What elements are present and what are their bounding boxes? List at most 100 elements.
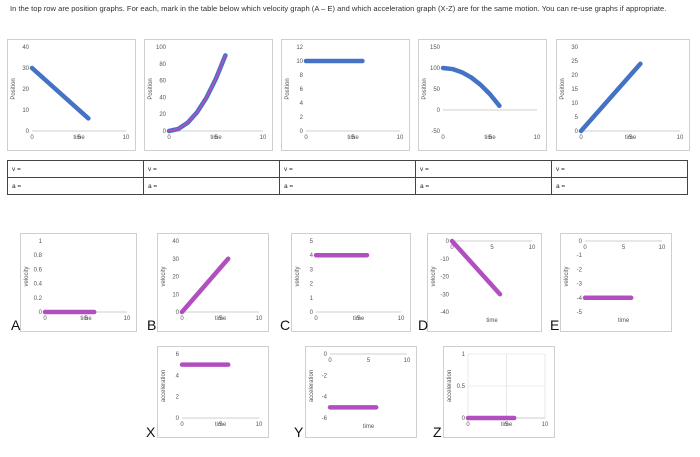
y-tick-label: 30 <box>571 45 578 51</box>
y-tick-label: 20 <box>159 112 166 118</box>
y-axis-title: acceleration <box>161 370 167 402</box>
y-tick-label: -4 <box>577 296 583 302</box>
velocity-answer-cell[interactable]: v = <box>551 160 688 178</box>
y-tick-label: 0.6 <box>34 267 43 273</box>
x-tick-label: 0 <box>314 316 318 322</box>
position-graph-5: 0 5 10 15 20 25 30 0 5 10 time Position <box>556 39 690 151</box>
x-tick-label: 0 <box>328 358 332 364</box>
x-tick-label: 5 <box>488 135 492 141</box>
series-line <box>166 53 228 134</box>
x-tick-label: 10 <box>397 135 404 141</box>
acceleration-answer-cell[interactable]: a = <box>279 177 416 195</box>
y-tick-label: 3 <box>310 267 314 273</box>
y-tick-label: 4 <box>176 373 180 379</box>
series-line <box>440 65 502 109</box>
x-tick-label: 0 <box>579 135 583 141</box>
chart-svg: 0 10 20 30 40 0 5 10 time velocity <box>161 239 263 322</box>
y-tick-label: 0.8 <box>34 253 43 259</box>
chart-svg: 0 2 4 6 8 10 12 0 5 10 time Position <box>285 45 404 141</box>
velocity-answer-cell[interactable]: v = <box>7 160 144 178</box>
velocity-letter-b: B <box>147 317 157 333</box>
velocity-letter-d: D <box>418 317 429 333</box>
y-tick-label: 0 <box>575 129 579 135</box>
x-tick-label: 0 <box>43 316 47 322</box>
chart-svg: 0 20 40 60 80 100 0 5 10 time Position <box>148 45 267 141</box>
y-tick-label: 0.5 <box>457 384 466 390</box>
position-graph-4: -50 0 50 100 150 0 5 10 time Position <box>418 39 547 151</box>
y-axis-title: Position <box>148 78 154 99</box>
velocity-answer-cell[interactable]: v = <box>279 160 416 178</box>
y-tick-label: -40 <box>440 310 449 316</box>
velocity-graph-a: 0 0.2 0.4 0.6 0.8 1 0 5 10 time velocity <box>20 233 137 332</box>
velocity-letter-a: A <box>11 317 21 333</box>
y-tick-label: 10 <box>22 108 29 114</box>
y-tick-label: 10 <box>296 59 303 65</box>
y-axis-title: acceleration <box>309 370 315 402</box>
y-axis-title: velocity <box>431 266 437 286</box>
velocity-row: v = v = v = v = v = <box>7 160 688 178</box>
y-tick-label: 20 <box>571 73 578 79</box>
chart-svg: 0 5 10 15 20 25 30 0 5 10 time Position <box>560 45 684 141</box>
y-tick-label: 1 <box>39 239 43 245</box>
y-tick-label: 20 <box>22 87 29 93</box>
chart-svg: -6 -4 -2 00 5 10 time acceleration <box>309 352 411 430</box>
y-axis-title: Position <box>285 78 291 99</box>
x-tick-label: 0 <box>30 135 34 141</box>
x-tick-label: 10 <box>677 135 684 141</box>
y-tick-label: -30 <box>440 292 449 298</box>
y-tick-label: -10 <box>440 257 449 263</box>
x-tick-label: 5 <box>351 135 355 141</box>
y-tick-label: 4 <box>300 101 304 107</box>
acceleration-answer-cell[interactable]: a = <box>7 177 144 195</box>
y-tick-label: 10 <box>172 292 179 298</box>
velocity-answer-cell[interactable]: v = <box>415 160 552 178</box>
y-tick-label: 8 <box>300 73 304 79</box>
acceleration-answer-cell[interactable]: a = <box>415 177 552 195</box>
x-tick-label: 5 <box>505 422 509 428</box>
x-tick-label: 10 <box>534 135 541 141</box>
y-tick-label: -5 <box>577 310 583 316</box>
y-axis-title: acceleration <box>447 370 453 402</box>
x-tick-label: 10 <box>124 316 131 322</box>
x-tick-label: 10 <box>542 422 549 428</box>
y-tick-label: 0 <box>462 416 466 422</box>
y-tick-label: 0 <box>26 129 30 135</box>
x-tick-label: 5 <box>622 245 626 251</box>
x-tick-label: 10 <box>256 422 263 428</box>
x-tick-label: 5 <box>84 316 88 322</box>
y-tick-label: -1 <box>577 253 583 259</box>
y-tick-label: 100 <box>156 45 167 51</box>
y-axis-title: velocity <box>564 266 570 286</box>
y-tick-label: 150 <box>430 45 441 51</box>
x-axis-title: time <box>210 135 222 141</box>
x-axis-title: time <box>215 422 227 428</box>
x-tick-label: 10 <box>529 245 536 251</box>
y-tick-label: -2 <box>322 373 328 379</box>
velocity-letter-e: E <box>550 317 560 333</box>
answer-table: v = v = v = v = v = a = a = a = a = a = <box>7 160 688 195</box>
x-tick-label: 0 <box>466 422 470 428</box>
velocity-answer-cell[interactable]: v = <box>143 160 280 178</box>
acceleration-answer-cell[interactable]: a = <box>143 177 280 195</box>
x-axis-title: time <box>484 135 496 141</box>
y-tick-label: 0 <box>39 310 43 316</box>
series-line <box>29 65 91 121</box>
x-tick-label: 10 <box>123 135 130 141</box>
acceleration-graph-z: 0 0.5 1 0 5 10 time acceleration <box>443 346 555 438</box>
y-tick-label: 0 <box>579 239 583 245</box>
acceleration-letter-z: Z <box>433 424 442 440</box>
x-tick-label: 5 <box>490 245 494 251</box>
x-tick-label: 5 <box>367 358 371 364</box>
y-tick-label: 80 <box>159 62 166 68</box>
x-tick-label: 10 <box>260 135 267 141</box>
x-tick-label: 0 <box>450 245 454 251</box>
acceleration-answer-cell[interactable]: a = <box>551 177 688 195</box>
y-tick-label: -3 <box>577 282 583 288</box>
y-tick-label: 1 <box>462 352 466 358</box>
x-axis-title: time <box>347 135 359 141</box>
x-tick-label: 0 <box>167 135 171 141</box>
y-tick-label: 15 <box>571 87 578 93</box>
